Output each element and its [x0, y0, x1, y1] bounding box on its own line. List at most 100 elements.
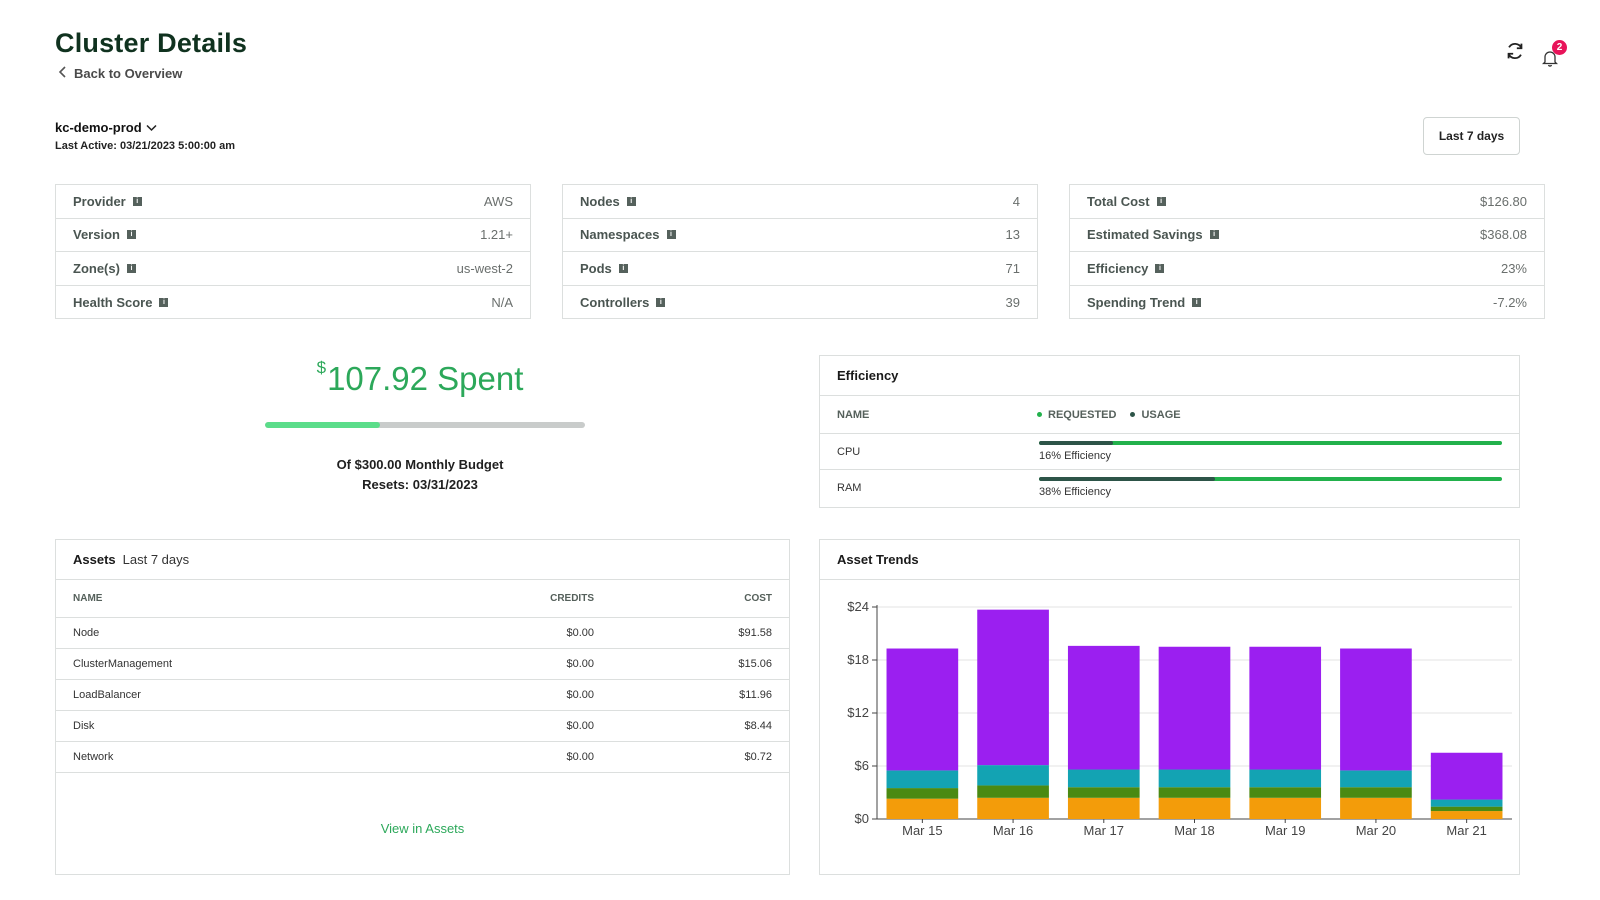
- bell-icon: [1542, 50, 1558, 67]
- stat-row: Zone(s) i us-west-2: [56, 252, 530, 286]
- x-tick-label: Mar 19: [1265, 823, 1305, 838]
- y-tick-label: $24: [847, 599, 869, 614]
- column-header-name[interactable]: NAME: [56, 580, 407, 618]
- y-tick-label: $18: [847, 652, 869, 667]
- stat-value: -7.2%: [1493, 294, 1527, 310]
- bar-segment: [1067, 797, 1140, 819]
- efficiency-row-ram: RAM 38% Efficiency: [820, 470, 1519, 506]
- cost-info-card: Total Cost i $126.80 Estimated Savings i $…: [1069, 184, 1545, 319]
- x-tick-label: Mar 16: [993, 823, 1033, 838]
- bar-segment: [1067, 769, 1140, 788]
- table-row[interactable]: LoadBalancer $0.00 $11.96: [56, 679, 789, 711]
- stat-row: Nodes i 4: [563, 185, 1037, 219]
- bar-segment: [1158, 769, 1231, 788]
- column-header-cost[interactable]: COST: [611, 580, 789, 618]
- bar-segment: [977, 765, 1049, 786]
- info-icon[interactable]: i: [1209, 230, 1219, 240]
- bar-segment: [1340, 797, 1412, 819]
- panel-title: Asset Trends: [820, 540, 1519, 580]
- bar-segment: [886, 770, 959, 789]
- chevron-down-icon: [146, 120, 157, 135]
- back-link-label: Back to Overview: [74, 66, 183, 81]
- notifications-button[interactable]: 2: [1540, 39, 1567, 67]
- stat-value: 1.21+: [480, 227, 513, 243]
- asset-credits: $0.00: [406, 679, 611, 711]
- bar-segment: [1430, 811, 1503, 819]
- asset-name: Disk: [56, 710, 407, 742]
- currency-symbol: $: [316, 358, 327, 377]
- legend-usage: USAGE: [1130, 408, 1181, 421]
- column-header-name: NAME: [837, 408, 870, 421]
- usage-fill: [1039, 477, 1215, 481]
- header-actions: 2: [1504, 39, 1567, 67]
- table-row[interactable]: ClusterManagement $0.00 $15.06: [56, 648, 789, 680]
- stat-value: $368.08: [1480, 227, 1527, 243]
- stat-row: Health Score i N/A: [56, 286, 530, 320]
- budget-limit: Of $300.00 Monthly Budget: [336, 457, 504, 472]
- legend-label: REQUESTED: [1048, 408, 1117, 421]
- last-active-text: Last Active: 03/21/2023 5:00:00 am: [55, 140, 235, 152]
- bar-segment: [977, 785, 1049, 798]
- asset-cost: $11.96: [611, 679, 789, 711]
- efficiency-bar-area: 38% Efficiency: [1039, 477, 1502, 498]
- y-tick-label: $0: [855, 811, 869, 826]
- info-icon[interactable]: i: [126, 263, 136, 273]
- bar-segment: [977, 609, 1049, 766]
- info-icon[interactable]: i: [1192, 297, 1202, 307]
- efficiency-header: NAME REQUESTED USAGE: [820, 396, 1519, 434]
- table-row[interactable]: Disk $0.00 $8.44: [56, 710, 789, 742]
- info-icon[interactable]: i: [126, 230, 136, 240]
- efficiency-bar-area: 16% Efficiency: [1039, 441, 1502, 462]
- table-row[interactable]: Node $0.00 $91.58: [56, 617, 789, 649]
- refresh-icon[interactable]: [1504, 40, 1526, 67]
- stat-row: Namespaces i 13: [563, 219, 1037, 252]
- stat-value: us-west-2: [456, 260, 513, 276]
- info-icon[interactable]: i: [626, 196, 636, 206]
- stat-label: Zone(s): [73, 260, 120, 276]
- legend-label: USAGE: [1141, 408, 1181, 421]
- budget-progress-fill: [265, 422, 381, 428]
- info-icon[interactable]: i: [159, 297, 169, 307]
- bar-segment: [1067, 787, 1140, 798]
- table-row[interactable]: Network $0.00 $0.72: [56, 741, 789, 773]
- asset-cost: $91.58: [611, 617, 789, 649]
- stat-value: 23%: [1500, 260, 1527, 276]
- x-tick-label: Mar 17: [1084, 823, 1124, 838]
- info-icon[interactable]: i: [656, 297, 666, 307]
- stat-label: Provider: [73, 193, 126, 209]
- bar-segment: [1340, 648, 1412, 771]
- column-header-credits[interactable]: CREDITS: [406, 580, 611, 618]
- date-range-button[interactable]: Last 7 days: [1423, 117, 1520, 155]
- stat-label: Spending Trend: [1087, 294, 1186, 310]
- info-icon[interactable]: i: [1156, 196, 1166, 206]
- stat-row: Estimated Savings i $368.08: [1070, 219, 1544, 252]
- stat-row: Pods i 71: [563, 252, 1037, 286]
- asset-credits: $0.00: [406, 741, 611, 773]
- bar-segment: [886, 798, 959, 819]
- back-to-overview-link[interactable]: Back to Overview: [58, 66, 182, 81]
- asset-name: LoadBalancer: [56, 679, 407, 711]
- stat-value: AWS: [483, 193, 513, 209]
- info-icon[interactable]: i: [132, 196, 142, 206]
- page-title: Cluster Details: [55, 28, 248, 58]
- legend-requested: REQUESTED: [1037, 409, 1116, 421]
- legend-dot: [1130, 412, 1136, 417]
- asset-credits: $0.00: [406, 648, 611, 680]
- spent-amount-text: 107.92 Spent: [327, 360, 524, 397]
- bar-segment: [1430, 752, 1503, 800]
- table-header-row: NAME CREDITS COST: [56, 580, 789, 618]
- bar-segment: [1067, 645, 1140, 770]
- view-in-assets-link[interactable]: View in Assets: [380, 821, 465, 836]
- stat-value: 4: [1012, 193, 1020, 209]
- stat-label: Estimated Savings: [1087, 227, 1203, 243]
- stat-label: Total Cost: [1087, 193, 1150, 209]
- bar-segment: [886, 648, 959, 771]
- efficiency-bar: [1039, 477, 1502, 481]
- info-icon[interactable]: i: [618, 263, 628, 273]
- info-icon[interactable]: i: [1155, 263, 1165, 273]
- info-icon[interactable]: i: [666, 230, 676, 240]
- y-tick-label: $6: [855, 758, 869, 773]
- stat-value: 71: [1005, 260, 1020, 276]
- cluster-selector[interactable]: kc-demo-prod: [55, 120, 157, 135]
- bar-segment: [1340, 787, 1412, 798]
